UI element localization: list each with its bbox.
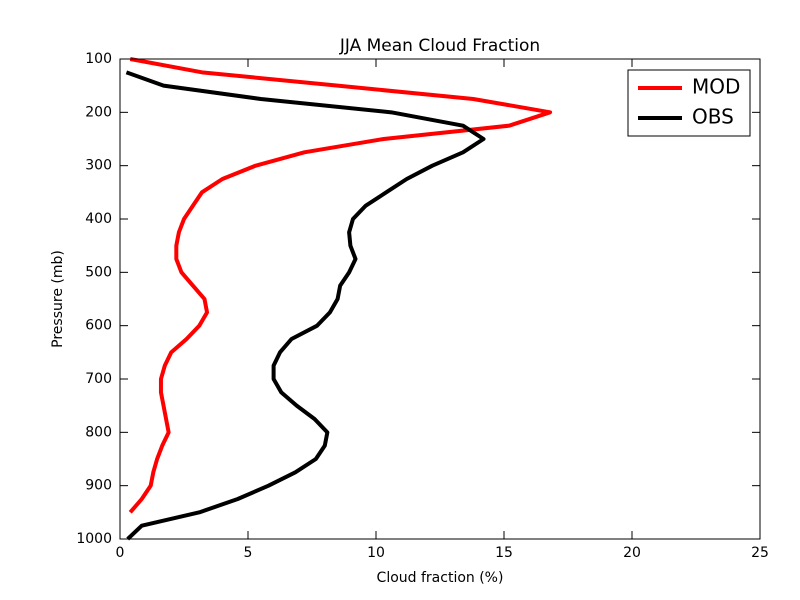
- chart-title: JJA Mean Cloud Fraction: [339, 36, 540, 56]
- x-tick-label: 25: [751, 545, 769, 561]
- legend-label: OBS: [692, 105, 734, 129]
- y-tick-label: 700: [85, 371, 112, 387]
- y-tick-label: 800: [85, 424, 112, 440]
- legend: MOD OBS: [627, 69, 751, 137]
- y-tick-label: 400: [85, 211, 112, 227]
- x-tick-label: 10: [367, 545, 385, 561]
- legend-box: [627, 69, 751, 137]
- data-line: [125, 70, 486, 541]
- y-tick-label: 1000: [76, 531, 112, 547]
- y-tick-label: 300: [85, 158, 112, 174]
- x-tick-label: 5: [244, 545, 253, 561]
- x-tick-label: 0: [116, 545, 125, 561]
- data-line: [128, 57, 553, 514]
- y-tick-label: 200: [85, 104, 112, 120]
- y-tick-label: 500: [85, 264, 112, 280]
- y-tick-label: 100: [85, 51, 112, 67]
- x-tick-label: 20: [623, 545, 641, 561]
- plot-frame: [119, 58, 761, 540]
- legend-label: MOD: [692, 75, 740, 99]
- y-tick-label: 900: [85, 478, 112, 494]
- y-tick-label: 600: [85, 318, 112, 334]
- y-axis-label: Pressure (mb): [50, 250, 66, 348]
- x-tick-label: 15: [495, 545, 513, 561]
- x-axis-label: Cloud fraction (%): [377, 570, 504, 586]
